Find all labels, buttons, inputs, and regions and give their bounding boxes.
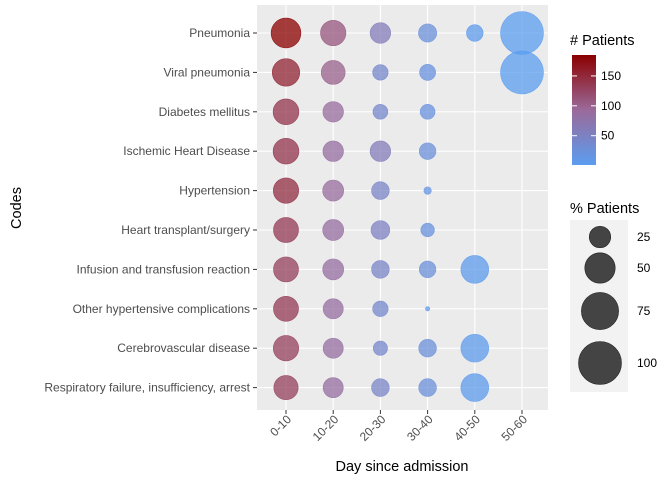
bubble-point: [372, 104, 389, 120]
bubble-point: [322, 101, 344, 123]
y-tick-label: Pneumonia: [189, 26, 250, 40]
bubbles-layer: [270, 11, 544, 402]
bubble-point: [418, 23, 438, 43]
x-tick-label: 0-10: [267, 412, 294, 439]
bubble-point: [322, 298, 344, 320]
bubble-point: [369, 140, 392, 162]
bubble-point: [273, 217, 299, 243]
bubble-point: [372, 340, 388, 356]
bubble-point: [322, 377, 344, 398]
bubble-point: [419, 64, 436, 81]
bubble-point: [418, 378, 437, 397]
bubble-point: [272, 138, 300, 165]
bubble-point: [271, 58, 301, 87]
bubble-point: [466, 24, 484, 42]
x-tick-label: 10-20: [310, 412, 342, 444]
bubble-point: [270, 17, 302, 49]
bubble-point: [272, 98, 300, 126]
size-legend: % Patients 25 50 75 100: [570, 201, 657, 392]
y-tick-label: Ischemic Heart Disease: [123, 144, 250, 158]
bubble-point: [273, 375, 299, 401]
bubble-point: [371, 378, 390, 397]
size-legend-label: 25: [637, 230, 651, 244]
bubble-point: [273, 256, 299, 283]
bubble-point: [272, 177, 300, 204]
bubble-point: [460, 373, 490, 402]
bubble-point: [419, 104, 436, 120]
size-legend-items: 25 50 75 100: [578, 225, 657, 385]
color-legend-tick-label: 150: [601, 69, 621, 83]
size-legend-label: 100: [637, 356, 657, 370]
y-axis-title: Codes: [9, 187, 25, 229]
bubble-point: [418, 142, 437, 160]
y-axis-ticks: Pneumonia Viral pneumonia Diabetes mellitu…: [44, 26, 257, 395]
color-legend: # Patients 50 100 150: [570, 33, 635, 165]
bubble-point: [460, 255, 490, 284]
bubble-point: [423, 186, 432, 195]
bubble-point: [322, 337, 344, 359]
bubble-point: [369, 22, 392, 44]
x-tick-label: 30-40: [404, 412, 436, 444]
bubble-point: [372, 64, 389, 81]
size-legend-circle: [584, 252, 616, 284]
bubble-point: [272, 335, 300, 362]
bubble-point: [420, 222, 435, 238]
bubble-point: [322, 219, 345, 241]
bubble-point: [371, 181, 390, 200]
color-legend-title: # Patients: [570, 33, 635, 49]
bubble-point: [320, 60, 346, 85]
bubble-point: [418, 339, 437, 358]
bubble-point: [371, 260, 390, 279]
bubble-point: [320, 19, 347, 47]
bubble-point: [425, 306, 431, 312]
y-tick-label: Diabetes mellitus: [159, 105, 250, 119]
y-tick-label: Cerebrovascular disease: [117, 341, 250, 355]
y-tick-label: Viral pneumonia: [163, 65, 250, 79]
bubble-point: [372, 300, 389, 317]
x-tick-label: 50-60: [499, 412, 531, 444]
bubble-point: [322, 140, 344, 162]
bubble-point: [273, 295, 299, 322]
size-legend-circle: [581, 292, 619, 330]
size-legend-circle: [588, 225, 612, 249]
x-axis-title: Day since admission: [336, 459, 469, 475]
color-legend-ticks: 50 100 150: [572, 69, 621, 143]
bubble-point: [370, 220, 391, 240]
bubble-point: [500, 50, 544, 95]
y-tick-label: Other hypertensive complications: [73, 302, 250, 316]
y-tick-label: Heart transplant/surgery: [121, 223, 250, 237]
y-tick-label: Respiratory failure, insufficiency, arre…: [44, 381, 250, 395]
x-tick-label: 20-30: [357, 412, 389, 444]
bubble-point: [418, 260, 437, 279]
bubble-point: [322, 258, 345, 281]
color-legend-bar: [572, 55, 596, 165]
color-legend-tick-label: 50: [601, 129, 615, 143]
size-legend-circle: [578, 341, 622, 385]
bubble-point: [460, 333, 490, 363]
size-legend-label: 75: [637, 304, 651, 318]
color-legend-tick-label: 100: [601, 99, 621, 113]
bubble-point: [322, 179, 345, 202]
y-tick-label: Hypertension: [179, 184, 250, 198]
x-tick-label: 40-50: [451, 412, 483, 444]
y-tick-label: Infusion and transfusion reaction: [77, 262, 250, 276]
size-legend-title: % Patients: [570, 201, 639, 217]
bubble-point: [500, 11, 544, 55]
size-legend-label: 50: [637, 261, 651, 275]
x-axis-ticks: 0-10 10-20 20-30 30-40 40-50 50-60: [267, 410, 530, 444]
